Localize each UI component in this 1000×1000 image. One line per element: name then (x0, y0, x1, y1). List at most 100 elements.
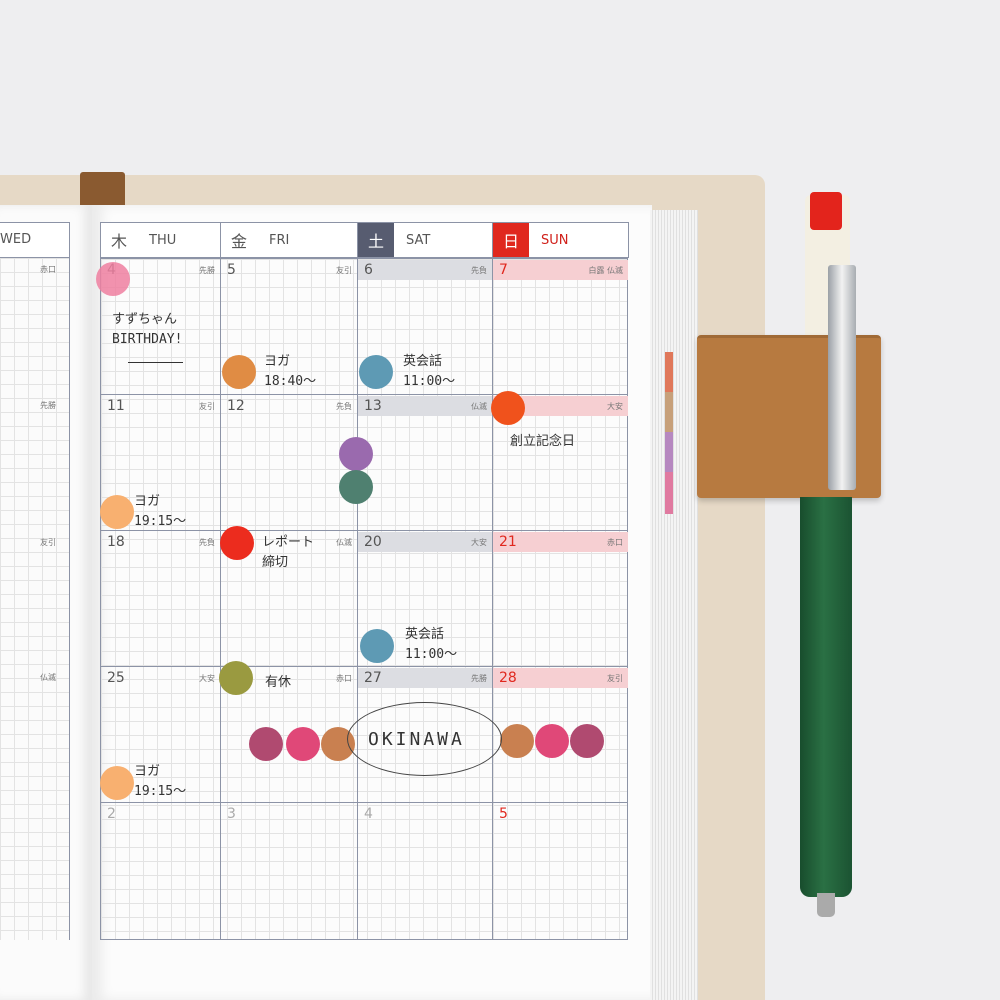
day-kanji: 土 (358, 223, 394, 257)
date-cell[interactable]: 13 仏滅 (358, 396, 492, 416)
date-number: 21 (499, 534, 517, 550)
day-header: 金 FRI (220, 222, 358, 258)
underline (128, 362, 183, 363)
date-number: 28 (499, 670, 517, 686)
pen-body[interactable] (800, 497, 852, 897)
page-edges (650, 210, 698, 1000)
left-day-label: WED (0, 232, 32, 247)
note-paid-leave: 有休 (265, 675, 292, 690)
index-tab (665, 432, 673, 474)
pen-knock-button[interactable] (810, 192, 842, 230)
date-cell[interactable]: 4 (358, 804, 492, 824)
date-cell[interactable]: 28 友引 (493, 668, 628, 688)
sticker-dot (249, 727, 283, 761)
left-rokuyo: 赤口 (40, 265, 56, 274)
date-number: 20 (364, 534, 382, 550)
note-okinawa: OKINAWA (368, 729, 465, 750)
sticker-dot (96, 262, 130, 296)
date-number: 27 (364, 670, 382, 686)
day-header: 木 THU (100, 222, 221, 258)
sticker-dot (219, 661, 253, 695)
rokuyo-label: 大安 (199, 674, 215, 683)
week-divider (100, 802, 628, 803)
day-header: 日 SUN (492, 222, 629, 258)
date-cell[interactable]: 27 先勝 (358, 668, 492, 688)
index-tab (665, 392, 673, 434)
note-yoga: ヨガ 19:15〜 (134, 764, 187, 799)
note-eikaiwa: 英会話 11:00〜 (403, 354, 456, 389)
rokuyo-label: 白露 仏滅 (588, 266, 623, 275)
day-english: FRI (269, 232, 290, 248)
sticker-dot (339, 470, 373, 504)
rokuyo-label: 先負 (336, 402, 352, 411)
bookmark-tab (80, 172, 125, 208)
date-number: 2 (107, 806, 116, 822)
date-cell[interactable]: 12 先負 (221, 396, 357, 416)
index-tab (665, 472, 673, 514)
rokuyo-label: 先負 (199, 538, 215, 547)
day-header: 土 SAT (357, 222, 493, 258)
rokuyo-label: 仏滅 (336, 538, 352, 547)
note-anniversary: 創立記念日 (510, 434, 576, 449)
date-number: 5 (227, 262, 236, 278)
date-cell[interactable]: 20 大安 (358, 532, 492, 552)
okinawa-circle (347, 702, 502, 776)
left-rokuyo: 友引 (40, 538, 56, 547)
rokuyo-label: 友引 (336, 266, 352, 275)
rokuyo-label: 先勝 (199, 266, 215, 275)
sticker-dot (220, 526, 254, 560)
date-number: 12 (227, 398, 245, 414)
rokuyo-label: 先負 (471, 266, 487, 275)
sticker-dot (535, 724, 569, 758)
column-divider (357, 222, 358, 940)
date-number: 6 (364, 262, 373, 278)
day-english: SUN (541, 232, 569, 248)
note-yoga: ヨガ 18:40〜 (264, 354, 317, 389)
date-number: 25 (107, 670, 125, 686)
rokuyo-label: 大安 (607, 402, 623, 411)
date-cell[interactable]: 5 (493, 804, 628, 824)
rokuyo-label: 友引 (199, 402, 215, 411)
date-cell[interactable]: 2 (101, 804, 220, 824)
rokuyo-label: 大安 (471, 538, 487, 547)
date-cell[interactable]: 25 大安 (101, 668, 220, 688)
pen-clip (828, 265, 856, 490)
sticker-dot (491, 391, 525, 425)
note-eikaiwa: 英会話 11:00〜 (405, 627, 458, 662)
day-kanji: 金 (221, 223, 257, 257)
date-cell[interactable]: 18 先負 (101, 532, 220, 552)
left-rokuyo: 仏滅 (40, 673, 56, 682)
index-tab (665, 352, 673, 394)
date-cell[interactable]: 5 友引 (221, 260, 357, 280)
sticker-dot (570, 724, 604, 758)
day-english: THU (149, 232, 177, 248)
sticker-dot (286, 727, 320, 761)
note-report-deadline: レポート 締切 (262, 535, 315, 570)
day-kanji: 木 (101, 223, 137, 257)
date-number: 11 (107, 398, 125, 414)
date-cell[interactable]: 7 白露 仏滅 (493, 260, 628, 280)
date-cell[interactable]: 6 先負 (358, 260, 492, 280)
sticker-dot (360, 629, 394, 663)
rokuyo-label: 赤口 (336, 674, 352, 683)
sticker-dot (100, 766, 134, 800)
date-cell[interactable]: 21 赤口 (493, 532, 628, 552)
rokuyo-label: 友引 (607, 674, 623, 683)
date-cell[interactable]: 11 友引 (101, 396, 220, 416)
rokuyo-label: 先勝 (471, 674, 487, 683)
sticker-dot (100, 495, 134, 529)
date-number: 4 (364, 806, 373, 822)
sticker-dot (359, 355, 393, 389)
week-divider (100, 530, 628, 531)
note-yoga: ヨガ 19:15〜 (134, 494, 187, 529)
date-number: 7 (499, 262, 508, 278)
date-number: 5 (499, 806, 508, 822)
date-cell[interactable]: 3 (221, 804, 357, 824)
week-divider (100, 394, 628, 395)
pen-tip (817, 893, 835, 917)
sticker-dot (500, 724, 534, 758)
week-divider (100, 666, 628, 667)
sticker-dot (222, 355, 256, 389)
left-rokuyo: 先勝 (40, 401, 56, 410)
date-number: 13 (364, 398, 382, 414)
